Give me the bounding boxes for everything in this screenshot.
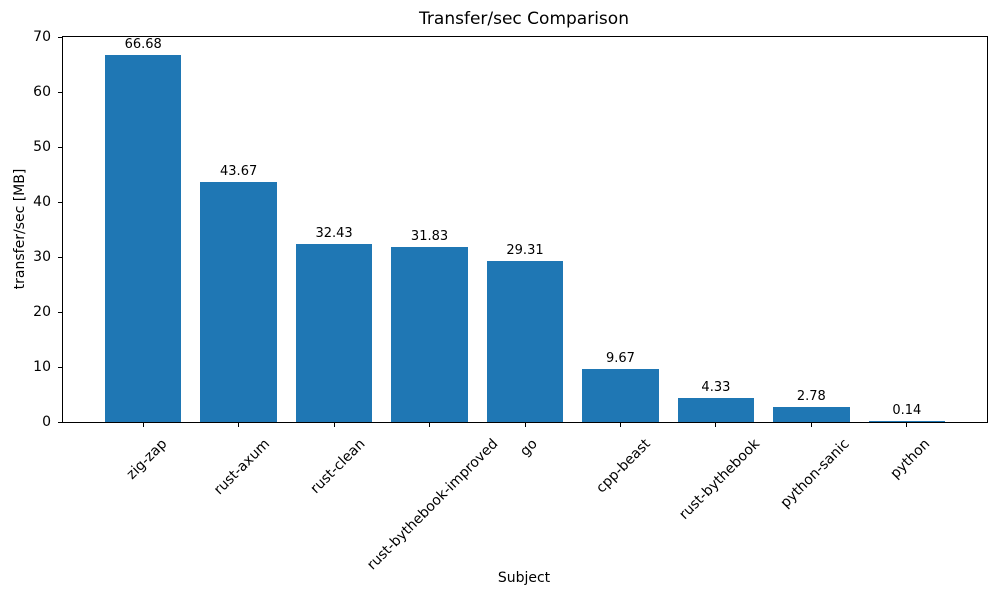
x-tick-mark [619,422,621,427]
y-tick-label: 50 [33,139,51,155]
y-tick-mark [58,421,63,423]
y-tick-mark [58,366,63,368]
y-tick-label: 70 [33,29,51,45]
y-tick-label: 0 [42,414,51,430]
y-tick-mark [58,36,63,38]
x-tick-label: rust-bythebook-improved [364,436,502,574]
bar-value-label: 29.31 [506,242,544,258]
x-tick-mark [333,422,335,427]
bar-value-label: 31.83 [410,228,449,244]
x-tick-mark [715,422,717,427]
x-tick-label: rust-clean [307,436,369,497]
x-tick-mark [142,422,144,427]
bar [582,368,659,422]
bar-value-label: 43.67 [220,163,258,179]
y-tick-label: 60 [33,84,51,100]
y-tick-mark [58,256,63,258]
x-tick-mark [906,422,908,427]
x-tick-mark [810,422,812,427]
x-tick-label: python [887,436,934,482]
x-tick-mark [238,422,240,427]
x-tick-label: go [516,436,541,460]
bar [677,398,755,422]
y-tick-label: 30 [33,249,51,265]
bar [773,406,850,422]
x-tick-label: cpp-beast [593,436,655,497]
y-tick-label: 40 [33,194,51,210]
x-axis-label: Subject [497,570,551,586]
bar-value-label: 32.43 [315,225,353,241]
bar-value-label: 2.78 [796,388,826,404]
x-tick-mark [429,422,431,427]
bar [200,181,277,422]
y-tick-label: 20 [33,304,51,320]
y-tick-label: 10 [33,359,51,375]
x-tick-label: rust-axum [211,436,274,499]
x-tick-mark [524,422,526,427]
y-axis-label: transfer/sec [MB] [12,168,28,290]
bar [295,243,373,422]
x-tick-label: rust-bythebook [676,436,764,523]
chart-title: Transfer/sec Comparison [419,9,629,29]
bar-value-label: 4.33 [701,380,731,396]
x-tick-label: zig-zap [123,436,171,483]
plot-area: 0 10 20 30 40 50 60 70 66.68 zig-zap 43.67 rust-axu… [33,29,988,573]
y-tick-mark [58,201,63,203]
bar-value-label: 0.14 [892,403,922,418]
bar [868,421,945,422]
bar [391,246,468,422]
y-tick-mark [58,91,63,93]
x-tick-label: python-sanic [777,436,853,512]
bar [105,55,182,422]
bar-value-label: 9.67 [605,350,635,366]
bar-value-label: 66.68 [124,37,162,53]
y-tick-mark [58,311,63,313]
y-tick-mark [58,146,63,148]
bar [486,260,564,422]
